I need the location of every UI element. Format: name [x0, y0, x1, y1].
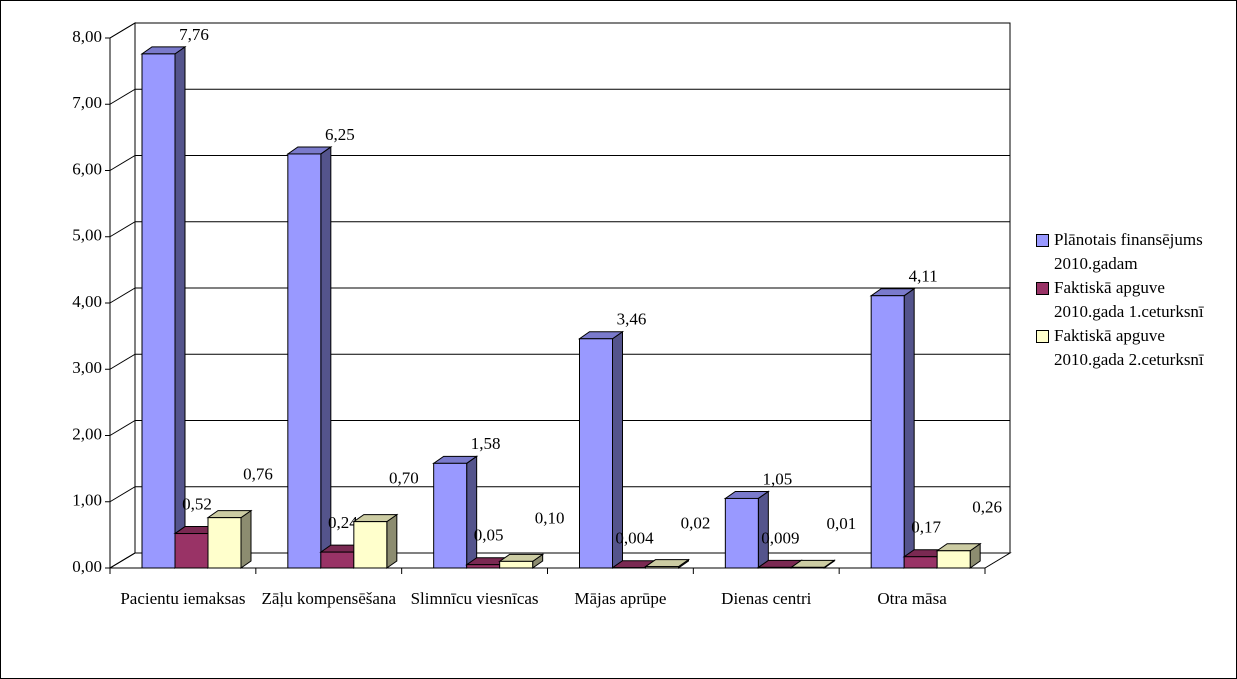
- grid-line-side: [109, 353, 136, 370]
- value-label: 0,70: [389, 469, 419, 488]
- bar: [790, 566, 825, 569]
- grid-line-side: [109, 486, 136, 503]
- bar-side: [174, 45, 186, 569]
- bar: [757, 566, 792, 569]
- y-tick-label: 5,00: [72, 226, 102, 245]
- x-tick-label: Zāļu kompensēšana: [261, 589, 397, 608]
- legend-item: Plānotais finansējums 2010.gadam: [1036, 228, 1231, 276]
- bar: [320, 551, 355, 569]
- bar: [870, 295, 905, 569]
- value-label: 1,05: [762, 469, 792, 488]
- bar-side: [240, 509, 252, 569]
- grid-line-side: [109, 155, 136, 171]
- y-tick-label: 8,00: [72, 27, 102, 46]
- value-label: 0,76: [243, 465, 273, 484]
- value-label: 0,52: [182, 494, 212, 513]
- value-label: 0,01: [826, 514, 856, 533]
- y-tick-label: 4,00: [72, 292, 102, 311]
- bar: [433, 462, 468, 569]
- x-tick-label: Mājas aprūpe: [574, 589, 667, 608]
- grid-line-side: [109, 88, 136, 105]
- legend-swatch: [1036, 234, 1049, 247]
- bar: [466, 564, 501, 569]
- bar: [141, 53, 176, 569]
- value-label: 0,05: [474, 526, 504, 545]
- value-label: 0,17: [911, 518, 941, 537]
- value-label: 4,11: [909, 267, 938, 286]
- grid-line-side: [109, 552, 136, 569]
- legend: Plānotais finansējums 2010.gadam Faktiskā…: [1036, 228, 1231, 372]
- legend-swatch: [1036, 330, 1049, 343]
- x-tick-label: Slimnīcu viesnīcas: [410, 589, 539, 608]
- grid-line-side: [109, 420, 136, 436]
- value-label: 3,46: [617, 310, 647, 329]
- x-tick-label: Dienas centri: [721, 589, 812, 608]
- x-tick-label: Otra māsa: [877, 589, 947, 608]
- y-tick-label: 2,00: [72, 424, 102, 443]
- grid-line-side: [109, 22, 136, 39]
- value-label: 0,10: [535, 508, 565, 527]
- bar: [207, 517, 242, 569]
- x-tick-label: Pacientu iemaksas: [120, 589, 246, 608]
- bar: [579, 338, 613, 569]
- bar: [936, 550, 971, 569]
- value-label: 0,02: [681, 514, 711, 533]
- y-tick-label: 3,00: [72, 358, 102, 377]
- bar-side: [320, 145, 332, 569]
- y-tick-label: 6,00: [72, 159, 102, 178]
- bar: [724, 497, 759, 569]
- value-label: 0,009: [761, 528, 799, 547]
- legend-swatch: [1036, 282, 1049, 295]
- legend-item: Faktiskā apguve 2010.gada 1.ceturksnī: [1036, 276, 1231, 324]
- value-label: 1,58: [471, 434, 501, 453]
- value-label: 0,24: [328, 513, 358, 532]
- legend-label: Plānotais finansējums 2010.gadam: [1054, 230, 1203, 273]
- bar: [353, 521, 388, 569]
- bar: [903, 556, 938, 569]
- value-label: 7,76: [179, 25, 209, 44]
- bar: [174, 533, 209, 569]
- legend-label: Faktiskā apguve 2010.gada 1.ceturksnī: [1054, 278, 1204, 321]
- bar-side: [466, 455, 478, 569]
- y-tick-label: 7,00: [72, 93, 102, 112]
- y-tick-label: 0,00: [72, 557, 102, 576]
- value-label: 6,25: [325, 125, 355, 144]
- bar-side: [386, 513, 398, 569]
- grid-line-side: [109, 287, 136, 304]
- value-label: 0,004: [615, 529, 654, 548]
- legend-item: Faktiskā apguve 2010.gada 2.ceturksnī: [1036, 324, 1231, 372]
- legend-label: Faktiskā apguve 2010.gada 2.ceturksnī: [1054, 326, 1204, 369]
- value-label: 0,26: [972, 498, 1002, 517]
- bar: [499, 560, 534, 569]
- bar: [645, 566, 679, 569]
- bar: [287, 153, 322, 569]
- grid-line-side: [109, 221, 136, 238]
- y-tick-label: 1,00: [72, 491, 102, 510]
